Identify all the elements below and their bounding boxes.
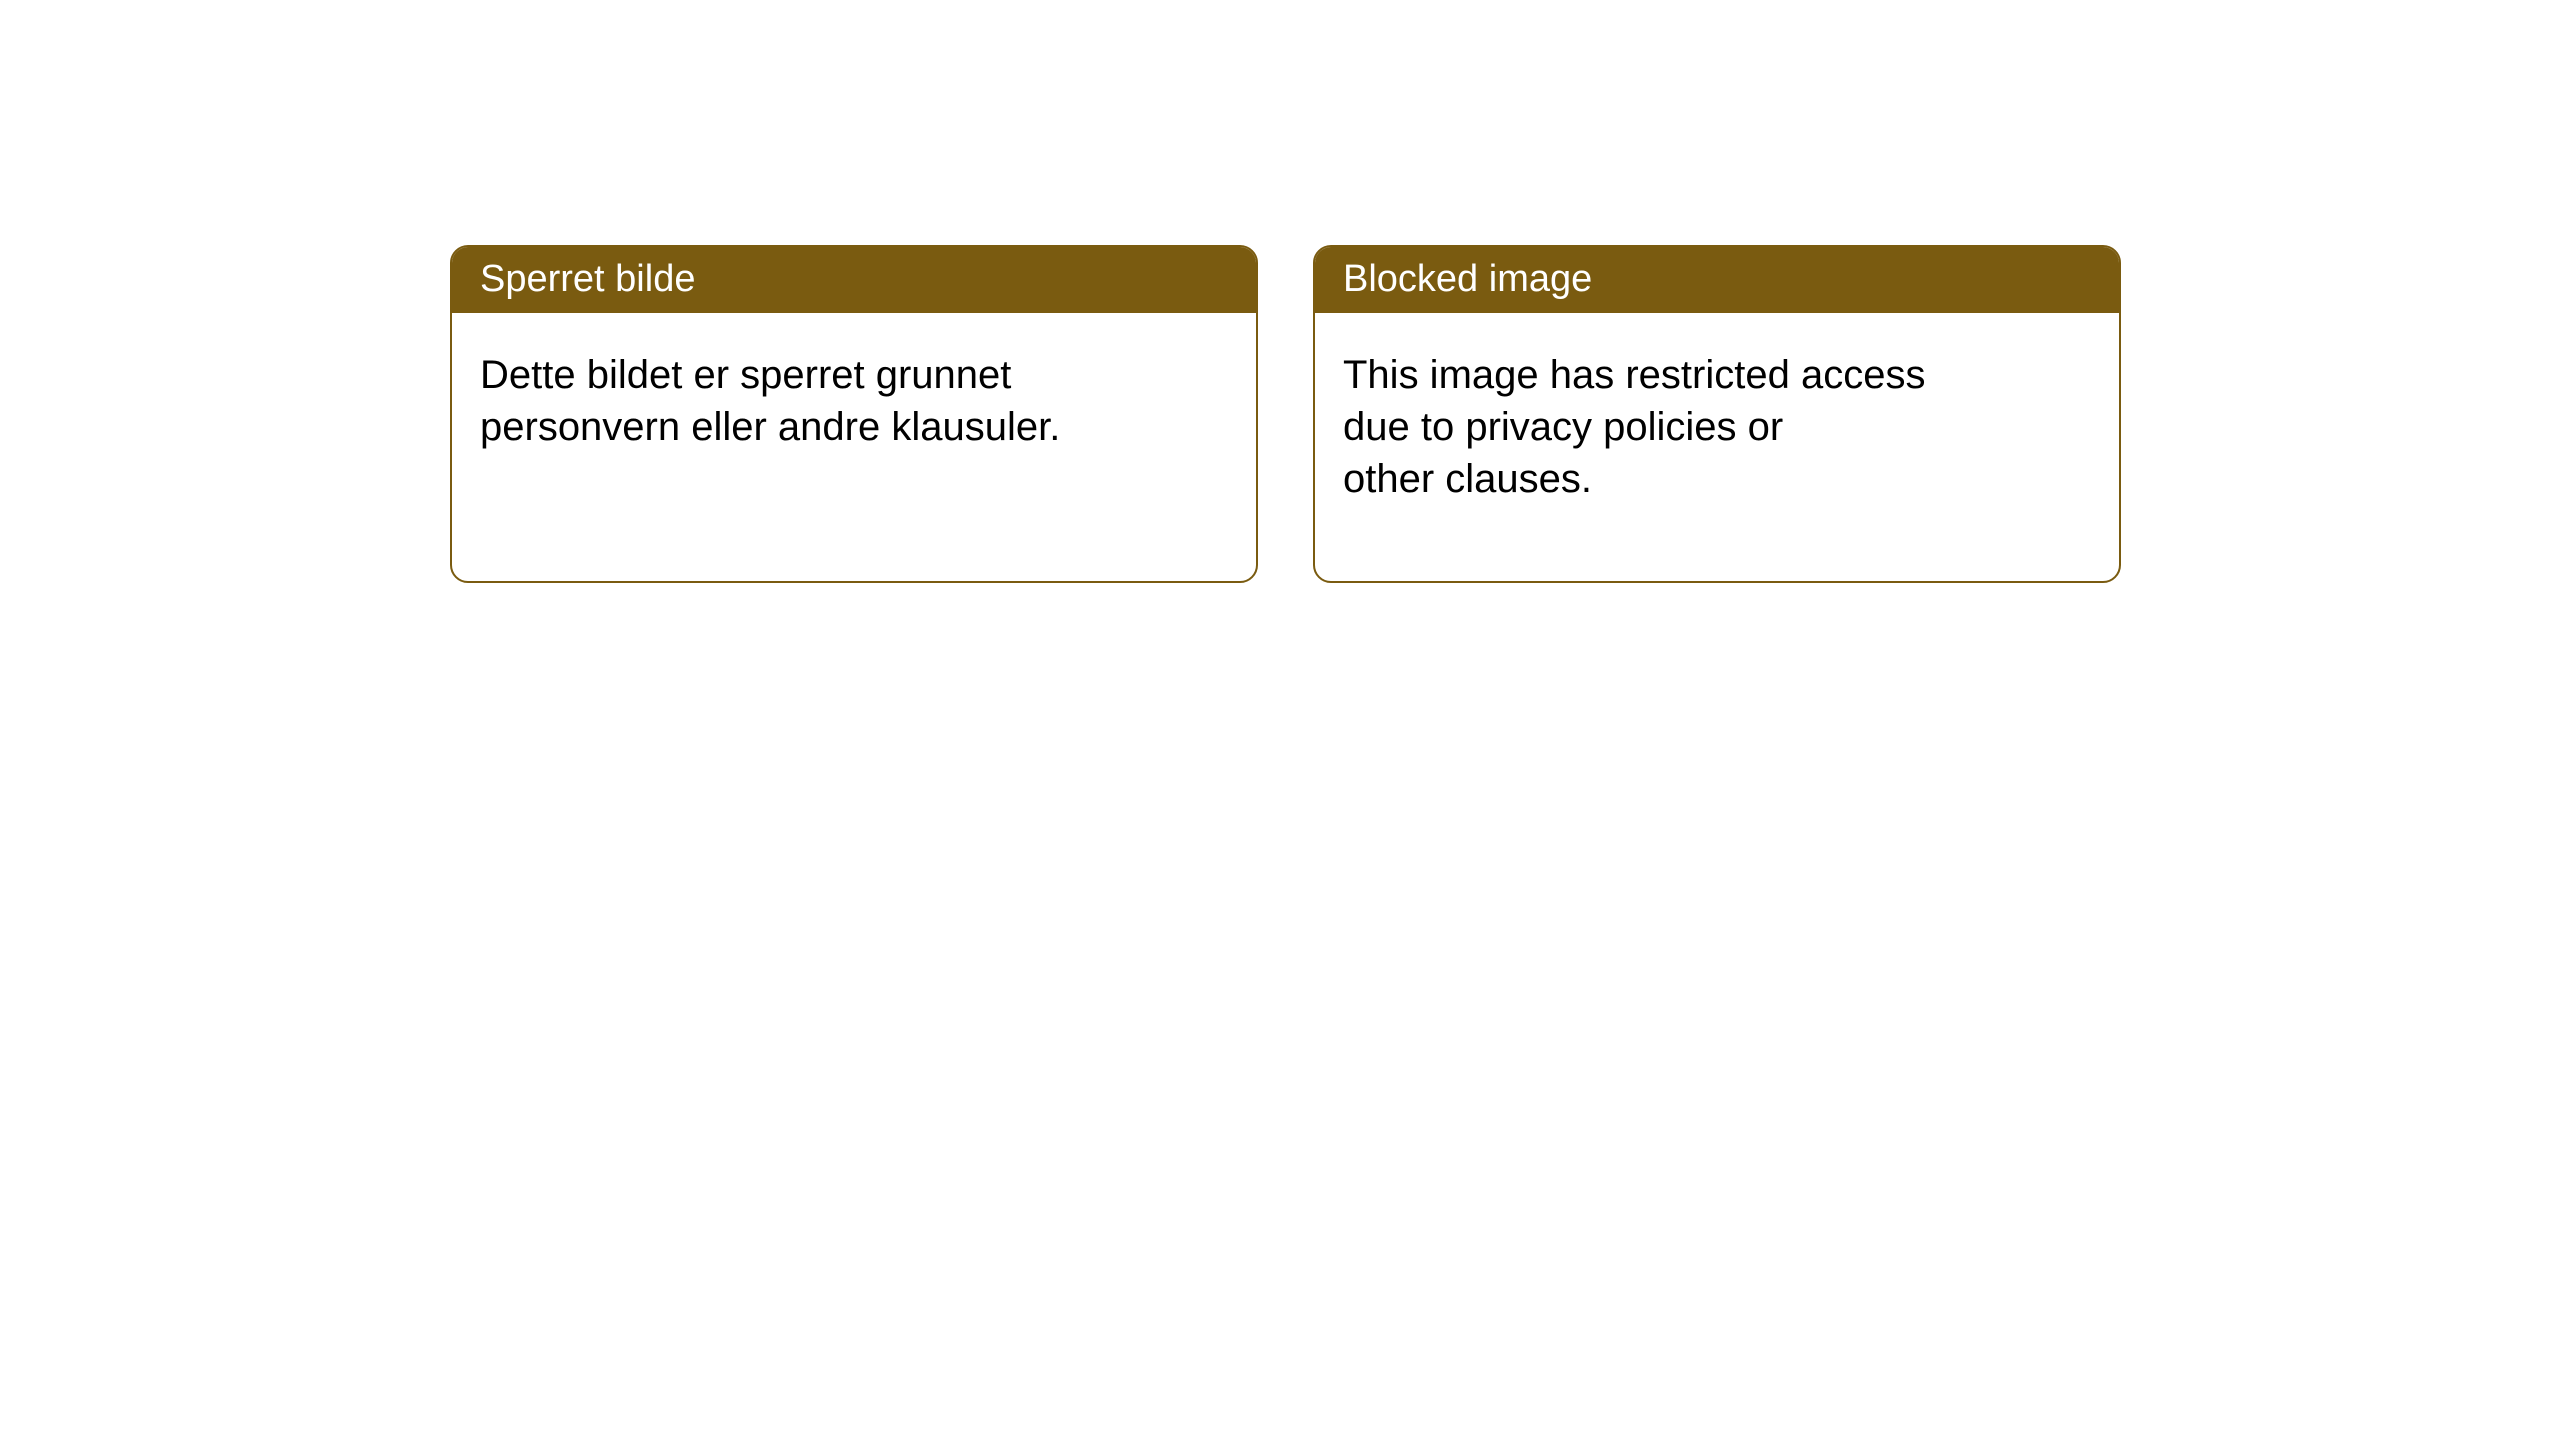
notice-card-norwegian: Sperret bilde Dette bildet er sperret gr… <box>450 245 1258 583</box>
notice-body: This image has restricted access due to … <box>1315 313 2119 541</box>
notices-container: Sperret bilde Dette bildet er sperret gr… <box>0 0 2560 583</box>
notice-body: Dette bildet er sperret grunnet personve… <box>452 313 1256 489</box>
notice-card-english: Blocked image This image has restricted … <box>1313 245 2121 583</box>
notice-header: Sperret bilde <box>452 247 1256 313</box>
notice-header: Blocked image <box>1315 247 2119 313</box>
